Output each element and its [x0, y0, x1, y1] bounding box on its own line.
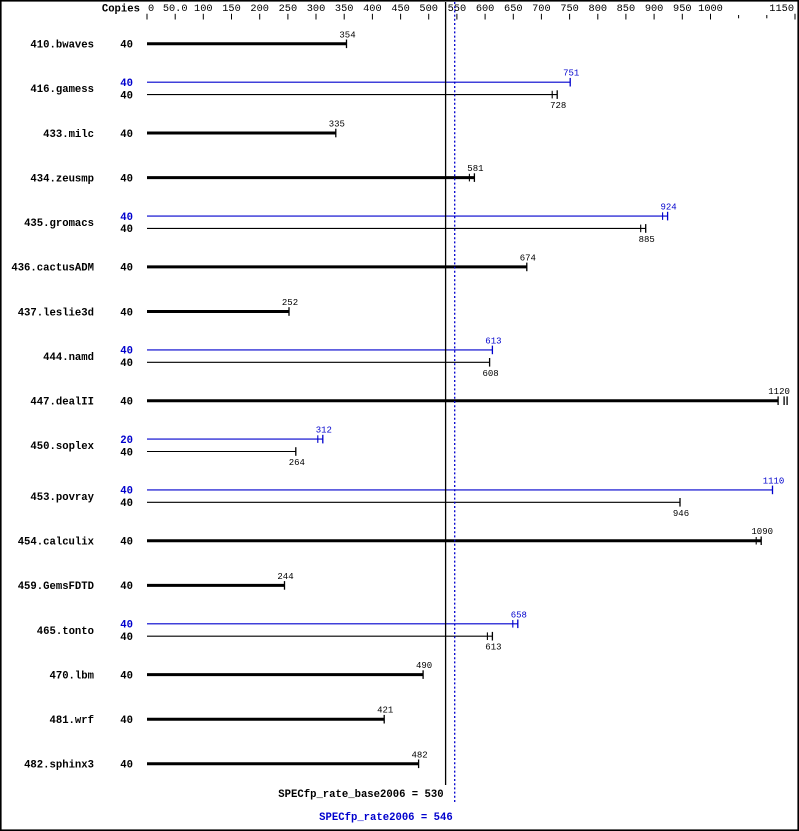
svg-text:400: 400: [363, 3, 382, 15]
svg-text:613: 613: [485, 336, 501, 346]
svg-text:40: 40: [120, 90, 133, 102]
svg-text:40: 40: [120, 346, 133, 358]
svg-text:900: 900: [645, 3, 664, 15]
svg-text:40: 40: [120, 760, 133, 772]
svg-text:454.calculix: 454.calculix: [18, 537, 95, 549]
svg-text:447.dealII: 447.dealII: [30, 397, 94, 409]
svg-text:40: 40: [120, 307, 133, 319]
svg-text:150: 150: [222, 3, 241, 15]
svg-text:40: 40: [120, 632, 133, 644]
svg-text:40: 40: [120, 670, 133, 682]
svg-text:581: 581: [467, 164, 483, 174]
svg-text:40: 40: [120, 129, 133, 141]
svg-text:Copies: Copies: [102, 4, 140, 16]
svg-text:SPECfp_rate2006 = 546: SPECfp_rate2006 = 546: [319, 812, 453, 824]
svg-text:1090: 1090: [751, 527, 773, 537]
svg-text:40: 40: [120, 486, 133, 498]
svg-text:450.soplex: 450.soplex: [30, 441, 94, 453]
svg-text:470.lbm: 470.lbm: [49, 670, 94, 682]
svg-text:350: 350: [335, 3, 354, 15]
svg-text:650: 650: [504, 3, 523, 15]
svg-text:465.tonto: 465.tonto: [37, 626, 94, 638]
svg-text:490: 490: [416, 661, 432, 671]
svg-text:1120: 1120: [768, 387, 790, 397]
svg-text:750: 750: [560, 3, 579, 15]
svg-text:444.namd: 444.namd: [43, 352, 94, 364]
svg-text:1000: 1000: [698, 3, 723, 15]
svg-text:0: 0: [148, 3, 154, 15]
svg-text:450: 450: [391, 3, 410, 15]
svg-text:950: 950: [673, 3, 692, 15]
svg-text:850: 850: [617, 3, 636, 15]
svg-text:435.gromacs: 435.gromacs: [24, 218, 94, 230]
svg-text:40: 40: [120, 173, 133, 185]
svg-text:421: 421: [377, 706, 393, 716]
svg-text:613: 613: [485, 643, 501, 653]
svg-text:20: 20: [120, 435, 133, 447]
svg-text:40: 40: [120, 224, 133, 236]
svg-text:481.wrf: 481.wrf: [49, 715, 94, 727]
svg-text:728: 728: [550, 101, 566, 111]
svg-text:SPECfp_rate_base2006 = 530: SPECfp_rate_base2006 = 530: [278, 789, 443, 801]
svg-text:700: 700: [532, 3, 551, 15]
svg-text:354: 354: [339, 30, 355, 40]
svg-text:40: 40: [120, 78, 133, 90]
svg-text:50.0: 50.0: [163, 3, 188, 15]
svg-text:600: 600: [476, 3, 495, 15]
svg-text:40: 40: [120, 263, 133, 275]
svg-text:434.zeusmp: 434.zeusmp: [30, 173, 94, 185]
svg-text:500: 500: [419, 3, 438, 15]
svg-text:885: 885: [639, 235, 655, 245]
svg-text:312: 312: [316, 426, 332, 436]
svg-text:252: 252: [282, 298, 298, 308]
svg-text:40: 40: [120, 212, 133, 224]
svg-text:40: 40: [120, 397, 133, 409]
svg-text:40: 40: [120, 447, 133, 459]
svg-text:40: 40: [120, 358, 133, 370]
svg-text:264: 264: [289, 458, 305, 468]
svg-text:924: 924: [660, 203, 676, 213]
svg-text:1110: 1110: [763, 476, 785, 486]
svg-text:40: 40: [120, 715, 133, 727]
svg-text:410.bwaves: 410.bwaves: [30, 40, 94, 52]
svg-text:300: 300: [307, 3, 326, 15]
svg-text:437.leslie3d: 437.leslie3d: [18, 307, 94, 319]
svg-text:250: 250: [279, 3, 298, 15]
svg-text:40: 40: [120, 498, 133, 510]
svg-text:100: 100: [194, 3, 213, 15]
svg-text:40: 40: [120, 40, 133, 52]
svg-text:482.sphinx3: 482.sphinx3: [24, 760, 94, 772]
svg-text:946: 946: [673, 509, 689, 519]
svg-text:482: 482: [411, 750, 427, 760]
svg-text:436.cactusADM: 436.cactusADM: [11, 263, 94, 275]
svg-text:453.povray: 453.povray: [30, 492, 94, 504]
svg-text:335: 335: [329, 120, 345, 130]
svg-text:416.gamess: 416.gamess: [30, 84, 94, 96]
svg-text:244: 244: [277, 572, 293, 582]
svg-text:40: 40: [120, 537, 133, 549]
svg-text:40: 40: [120, 581, 133, 593]
svg-text:1150: 1150: [769, 3, 794, 15]
svg-text:658: 658: [511, 610, 527, 620]
svg-text:433.milc: 433.milc: [43, 129, 94, 141]
svg-text:550: 550: [448, 3, 467, 15]
svg-text:674: 674: [520, 253, 536, 263]
svg-text:459.GemsFDTD: 459.GemsFDTD: [18, 581, 94, 593]
svg-text:200: 200: [250, 3, 269, 15]
svg-text:800: 800: [589, 3, 608, 15]
svg-text:40: 40: [120, 620, 133, 632]
svg-text:608: 608: [482, 369, 498, 379]
svg-text:751: 751: [563, 69, 579, 79]
